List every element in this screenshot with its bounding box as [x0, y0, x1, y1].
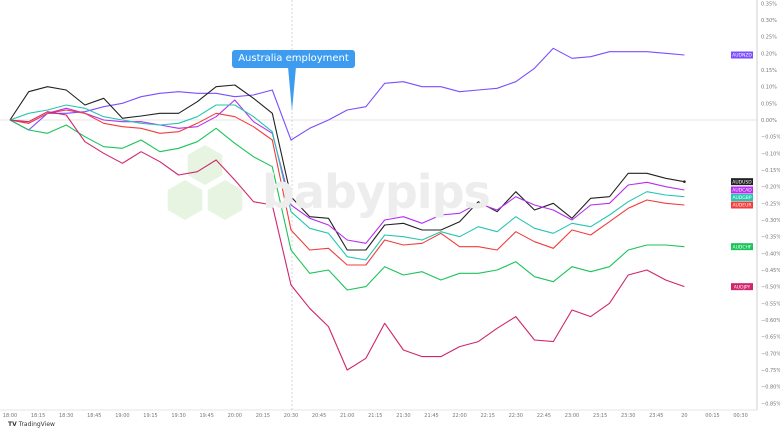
- series-line-audcad: [9, 99, 685, 244]
- x-tick-label: 21:30: [396, 413, 410, 419]
- x-tick-label: 20:45: [312, 413, 326, 419]
- x-tick-label: 21:15: [368, 413, 382, 419]
- x-tick-label: 23:00: [565, 413, 579, 419]
- series-lines: [9, 47, 686, 371]
- x-tick-label: 20: [681, 413, 687, 419]
- series-line-audusd: [9, 84, 685, 251]
- annotation-label: Australia employment data: [232, 50, 355, 82]
- y-tick-label: −0.10%: [761, 151, 780, 157]
- series-label-audgbp-bg: [731, 193, 753, 201]
- x-tick-label: 18:00: [3, 413, 17, 419]
- x-tick-label: 18:30: [59, 413, 73, 419]
- series-label-audnzd: AUDNZD: [732, 53, 752, 59]
- x-tick-label: 23:30: [621, 413, 635, 419]
- logo-hexagon: [167, 180, 203, 220]
- series-line-audjpy: [9, 111, 685, 371]
- x-tick-label: 23:15: [593, 413, 607, 419]
- tradingview-logo-icon: TV: [8, 421, 17, 428]
- x-tick-label: 19:45: [199, 413, 213, 419]
- series-label-audusd-bg: [731, 178, 753, 186]
- series-label-audjpy: AUDJPY: [734, 284, 751, 290]
- logo-hexagon: [187, 145, 223, 185]
- x-tick-label: 21:00: [340, 413, 354, 419]
- y-tick-label: 0.30%: [761, 18, 777, 24]
- series-label-audcad-bg: [731, 186, 753, 194]
- y-tick-label: 0.00%: [761, 118, 777, 124]
- x-tick-label: 23:45: [649, 413, 663, 419]
- y-tick-label: −0.80%: [761, 385, 780, 391]
- last-point-marker: [683, 180, 686, 183]
- series-line-audnzd: [9, 47, 685, 141]
- series-label-audchf: AUDCHF: [733, 244, 752, 250]
- x-tick-label: 22:15: [480, 413, 494, 419]
- series-label-audjpy-bg: [731, 283, 753, 291]
- series-label-audusd: AUDUSD: [732, 179, 752, 185]
- series-label-audcad: AUDCAD: [732, 188, 752, 194]
- y-tick-label: −0.65%: [761, 335, 780, 341]
- x-tick-label: 19:15: [143, 413, 157, 419]
- y-tick-label: −0.40%: [761, 251, 780, 257]
- babypips-logo: [167, 145, 243, 220]
- y-tick-label: 0.20%: [761, 51, 777, 57]
- x-tick-label: 20:00: [228, 413, 242, 419]
- x-tick-label: 00:30: [733, 413, 747, 419]
- y-tick-label: −0.70%: [761, 351, 780, 357]
- y-tick-label: −0.20%: [761, 185, 780, 191]
- y-tick-label: −0.15%: [761, 168, 780, 174]
- y-tick-label: −0.50%: [761, 285, 780, 291]
- x-tick-label: 20:30: [284, 413, 298, 419]
- x-axis: 18:00 18:15 18:30 18:45 19:00 19:15 19:30 19:45…: [3, 413, 748, 419]
- series-label-audchf-bg: [731, 243, 753, 251]
- series-label-audeur-bg: [731, 201, 753, 209]
- x-tick-label: 22:30: [509, 413, 523, 419]
- y-tick-label: −0.75%: [761, 368, 780, 374]
- y-tick-label: −0.25%: [761, 201, 780, 207]
- y-tick-label: 0.10%: [761, 85, 777, 91]
- logo-hexagon: [207, 180, 243, 220]
- series-label-audnzd-bg: [731, 51, 753, 59]
- y-axis: 0.35% 0.30% 0.25% 0.20% 0.15% 0.10% 0.05% 0.00%…: [761, 1, 780, 407]
- x-tick-label: 00:15: [705, 413, 719, 419]
- y-tick-label: −0.85%: [761, 401, 780, 407]
- tradingview-brand: TV TradingView: [8, 421, 55, 428]
- annotation-pointer: [288, 67, 296, 111]
- y-tick-label: −0.45%: [761, 268, 780, 274]
- x-tick-label: 21:45: [424, 413, 438, 419]
- series-label-audeur: AUDEUR: [732, 203, 751, 209]
- series-line-audchf: [9, 119, 685, 291]
- series-label-audgbp: AUDGBP: [732, 195, 751, 201]
- x-tick-label: 20:15: [256, 413, 270, 419]
- x-tick-label: 18:45: [87, 413, 101, 419]
- y-tick-label: −0.30%: [761, 218, 780, 224]
- watermark: babypips: [262, 165, 491, 219]
- y-tick-label: 0.05%: [761, 101, 777, 107]
- x-tick-label: 18:15: [31, 413, 45, 419]
- y-tick-label: −0.55%: [761, 301, 780, 307]
- y-tick-label: 0.25%: [761, 35, 777, 41]
- y-tick-label: 0.35%: [761, 1, 777, 7]
- series-line-audgbp: [9, 104, 685, 261]
- x-tick-label: 22:45: [537, 413, 551, 419]
- x-tick-label: 22:00: [452, 413, 466, 419]
- brand-text: TradingView: [18, 421, 55, 428]
- y-tick-label: −0.35%: [761, 235, 780, 241]
- y-tick-label: −0.05%: [761, 135, 780, 141]
- x-tick-label: 19:00: [115, 413, 129, 419]
- x-tick-label: 19:30: [171, 413, 185, 419]
- series-line-audeur: [9, 109, 685, 266]
- y-tick-label: −0.60%: [761, 318, 780, 324]
- y-tick-label: 0.15%: [761, 68, 777, 74]
